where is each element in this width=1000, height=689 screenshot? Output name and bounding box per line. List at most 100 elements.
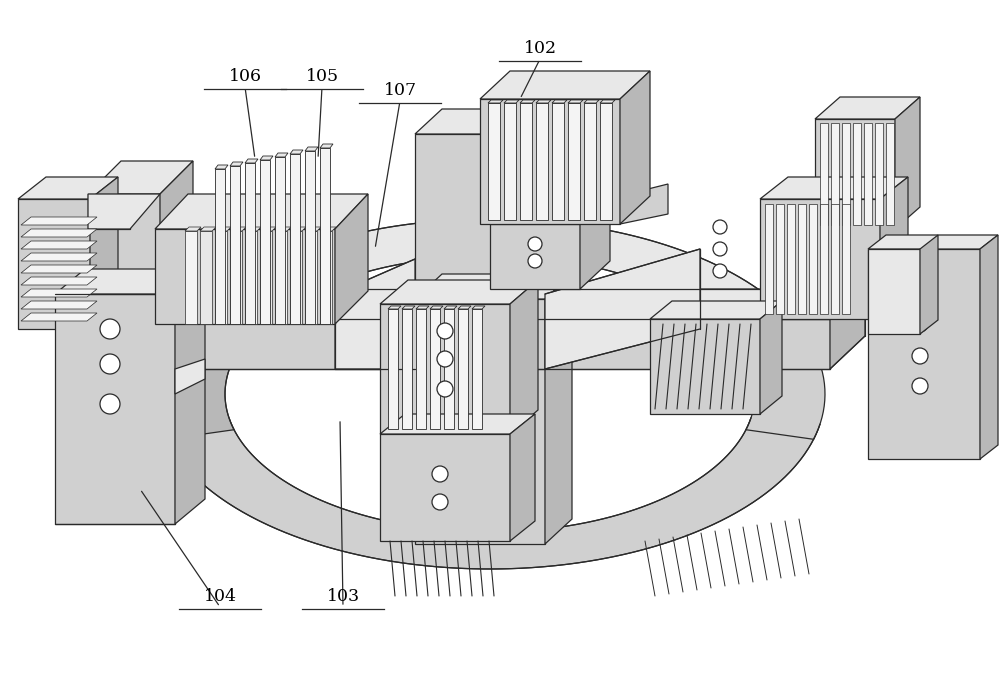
Polygon shape [568, 100, 583, 103]
Polygon shape [175, 269, 205, 524]
Polygon shape [305, 147, 318, 151]
Polygon shape [290, 150, 303, 154]
Polygon shape [185, 227, 201, 231]
Polygon shape [155, 194, 368, 229]
Polygon shape [88, 194, 160, 289]
Polygon shape [245, 163, 255, 324]
Polygon shape [260, 156, 273, 160]
Polygon shape [215, 165, 228, 169]
Polygon shape [895, 97, 920, 229]
Circle shape [713, 242, 727, 256]
Polygon shape [886, 123, 894, 225]
Polygon shape [831, 123, 839, 225]
Polygon shape [88, 161, 193, 194]
Polygon shape [175, 359, 205, 394]
Polygon shape [458, 306, 471, 309]
Polygon shape [215, 227, 231, 231]
Polygon shape [504, 103, 516, 220]
Polygon shape [275, 153, 288, 157]
Polygon shape [21, 313, 97, 321]
Circle shape [912, 378, 928, 394]
Polygon shape [290, 231, 302, 324]
Polygon shape [166, 219, 805, 358]
Polygon shape [380, 414, 535, 434]
Polygon shape [200, 231, 212, 324]
Polygon shape [600, 103, 612, 220]
Polygon shape [260, 160, 270, 324]
Polygon shape [260, 227, 276, 231]
Polygon shape [760, 199, 880, 319]
Polygon shape [305, 227, 321, 231]
Polygon shape [430, 309, 440, 429]
Polygon shape [380, 280, 538, 304]
Polygon shape [21, 301, 97, 309]
Polygon shape [458, 309, 468, 429]
Polygon shape [831, 204, 839, 314]
Polygon shape [765, 204, 773, 314]
Polygon shape [21, 253, 97, 261]
Polygon shape [160, 161, 193, 289]
Polygon shape [230, 231, 242, 324]
Circle shape [912, 286, 928, 302]
Polygon shape [415, 299, 545, 369]
Polygon shape [815, 119, 895, 229]
Polygon shape [760, 177, 908, 199]
Polygon shape [880, 177, 908, 319]
Polygon shape [230, 227, 246, 231]
Circle shape [713, 220, 727, 234]
Polygon shape [820, 204, 828, 314]
Polygon shape [245, 231, 257, 324]
Polygon shape [760, 301, 782, 414]
Polygon shape [504, 100, 519, 103]
Circle shape [437, 351, 453, 367]
Circle shape [912, 348, 928, 364]
Polygon shape [230, 162, 243, 166]
Polygon shape [980, 235, 998, 459]
Polygon shape [90, 177, 118, 329]
Polygon shape [536, 100, 551, 103]
Polygon shape [580, 199, 610, 289]
Polygon shape [584, 103, 596, 220]
Polygon shape [290, 154, 300, 324]
Circle shape [437, 381, 453, 397]
Polygon shape [552, 100, 567, 103]
Text: 107: 107 [383, 82, 417, 99]
Polygon shape [798, 204, 806, 314]
Polygon shape [21, 217, 97, 225]
Circle shape [432, 494, 448, 510]
Polygon shape [600, 100, 615, 103]
Polygon shape [620, 71, 650, 224]
Polygon shape [215, 231, 227, 324]
Polygon shape [21, 277, 97, 285]
Polygon shape [21, 229, 97, 237]
Polygon shape [18, 177, 118, 199]
Polygon shape [416, 306, 429, 309]
Circle shape [713, 264, 727, 278]
Polygon shape [536, 103, 548, 220]
Polygon shape [245, 227, 261, 231]
Polygon shape [388, 306, 401, 309]
Polygon shape [415, 274, 572, 299]
Polygon shape [415, 134, 545, 544]
Polygon shape [305, 151, 315, 324]
Polygon shape [335, 194, 368, 324]
Polygon shape [21, 289, 97, 297]
Polygon shape [88, 194, 160, 229]
Polygon shape [815, 97, 920, 119]
Polygon shape [305, 231, 317, 324]
Polygon shape [380, 304, 510, 434]
Polygon shape [402, 309, 412, 429]
Circle shape [528, 237, 542, 251]
Polygon shape [480, 99, 620, 224]
Polygon shape [488, 100, 503, 103]
Polygon shape [245, 159, 258, 163]
Polygon shape [335, 259, 415, 369]
Polygon shape [868, 249, 920, 334]
Polygon shape [787, 204, 795, 314]
Polygon shape [868, 249, 980, 459]
Polygon shape [320, 148, 330, 324]
Polygon shape [472, 309, 482, 429]
Polygon shape [510, 280, 538, 434]
Polygon shape [472, 306, 485, 309]
Polygon shape [320, 144, 333, 148]
